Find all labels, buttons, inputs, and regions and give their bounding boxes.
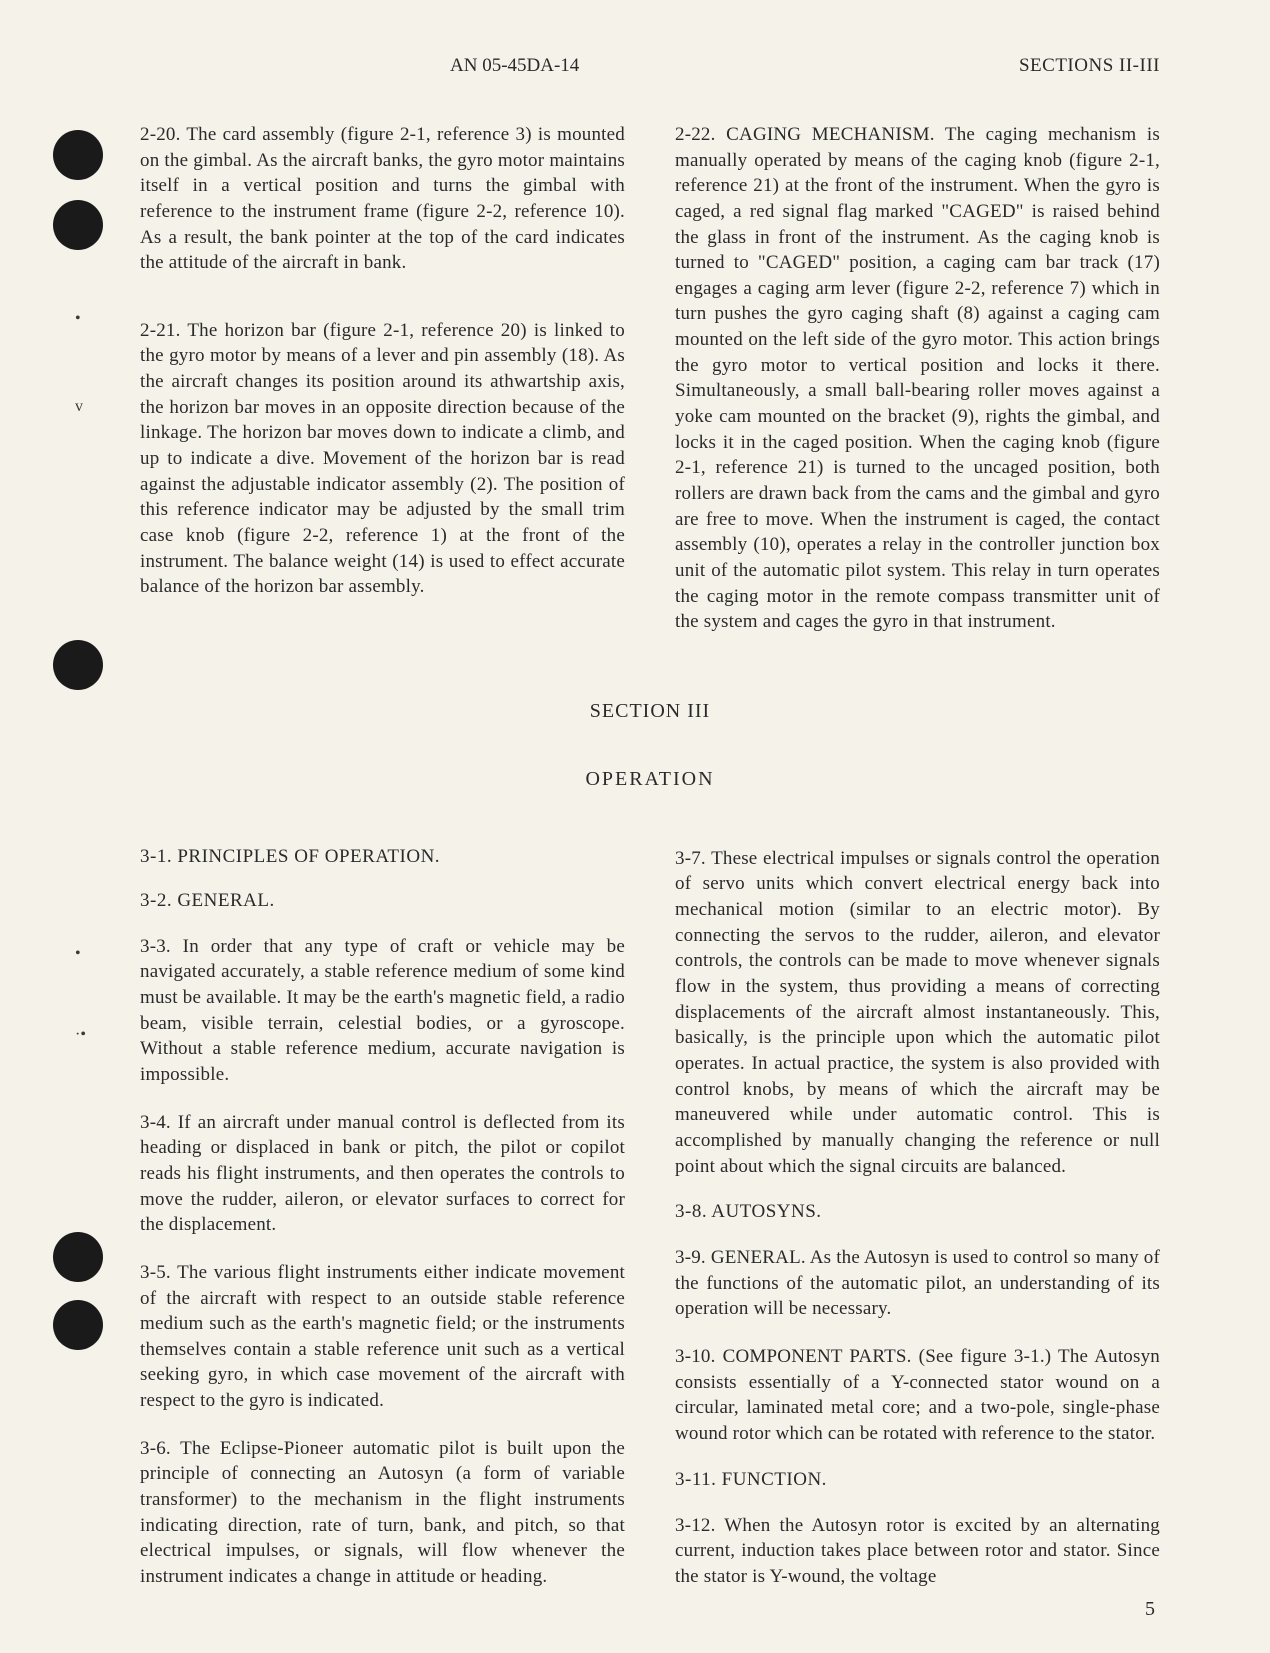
heading-3-1: 3-1. PRINCIPLES OF OPERATION. [140,846,625,868]
section-label: SECTIONS II-III [1019,55,1160,77]
paragraph-2-21: 2-21. The horizon bar (figure 2-1, refer… [140,318,625,600]
document-page: AN 05-45DA-14 SECTIONS II-III 2-20. The … [0,0,1270,1653]
heading-3-11: 3-11. FUNCTION. [675,1469,1160,1491]
left-column: 2-20. The card assembly (figure 2-1, ref… [140,122,625,635]
paragraph-3-5: 3-5. The various flight instruments eith… [140,1260,625,1414]
document-number: AN 05-45DA-14 [450,55,579,77]
heading-3-8: 3-8. AUTOSYNS. [675,1201,1160,1223]
paragraph-3-4: 3-4. If an aircraft under manual control… [140,1110,625,1238]
paragraph-3-3: 3-3. In order that any type of craft or … [140,934,625,1088]
paragraph-3-12: 3-12. When the Autosyn rotor is excited … [675,1513,1160,1590]
section-title: SECTION III [140,700,1160,723]
right-column: 3-7. These electrical impulses or signal… [675,846,1160,1590]
paragraph-3-7: 3-7. These electrical impulses or signal… [675,846,1160,1179]
heading-3-2: 3-2. GENERAL. [140,890,625,912]
paragraph-3-6: 3-6. The Eclipse-Pioneer automatic pilot… [140,1436,625,1590]
page-header: AN 05-45DA-14 SECTIONS II-III [140,55,1160,77]
page-number: 5 [1145,1598,1155,1621]
section-subtitle: OPERATION [140,768,1160,791]
left-column: 3-1. PRINCIPLES OF OPERATION. 3-2. GENER… [140,846,625,1590]
paragraph-2-22: 2-22. CAGING MECHANISM. The caging mecha… [675,122,1160,635]
right-column: 2-22. CAGING MECHANISM. The caging mecha… [675,122,1160,635]
lower-content: 3-1. PRINCIPLES OF OPERATION. 3-2. GENER… [140,846,1160,1590]
upper-content: 2-20. The card assembly (figure 2-1, ref… [140,122,1160,635]
paragraph-3-9: 3-9. GENERAL. As the Autosyn is used to … [675,1245,1160,1322]
paragraph-2-20: 2-20. The card assembly (figure 2-1, ref… [140,122,625,276]
paragraph-3-10: 3-10. COMPONENT PARTS. (See figure 3-1.)… [675,1344,1160,1447]
